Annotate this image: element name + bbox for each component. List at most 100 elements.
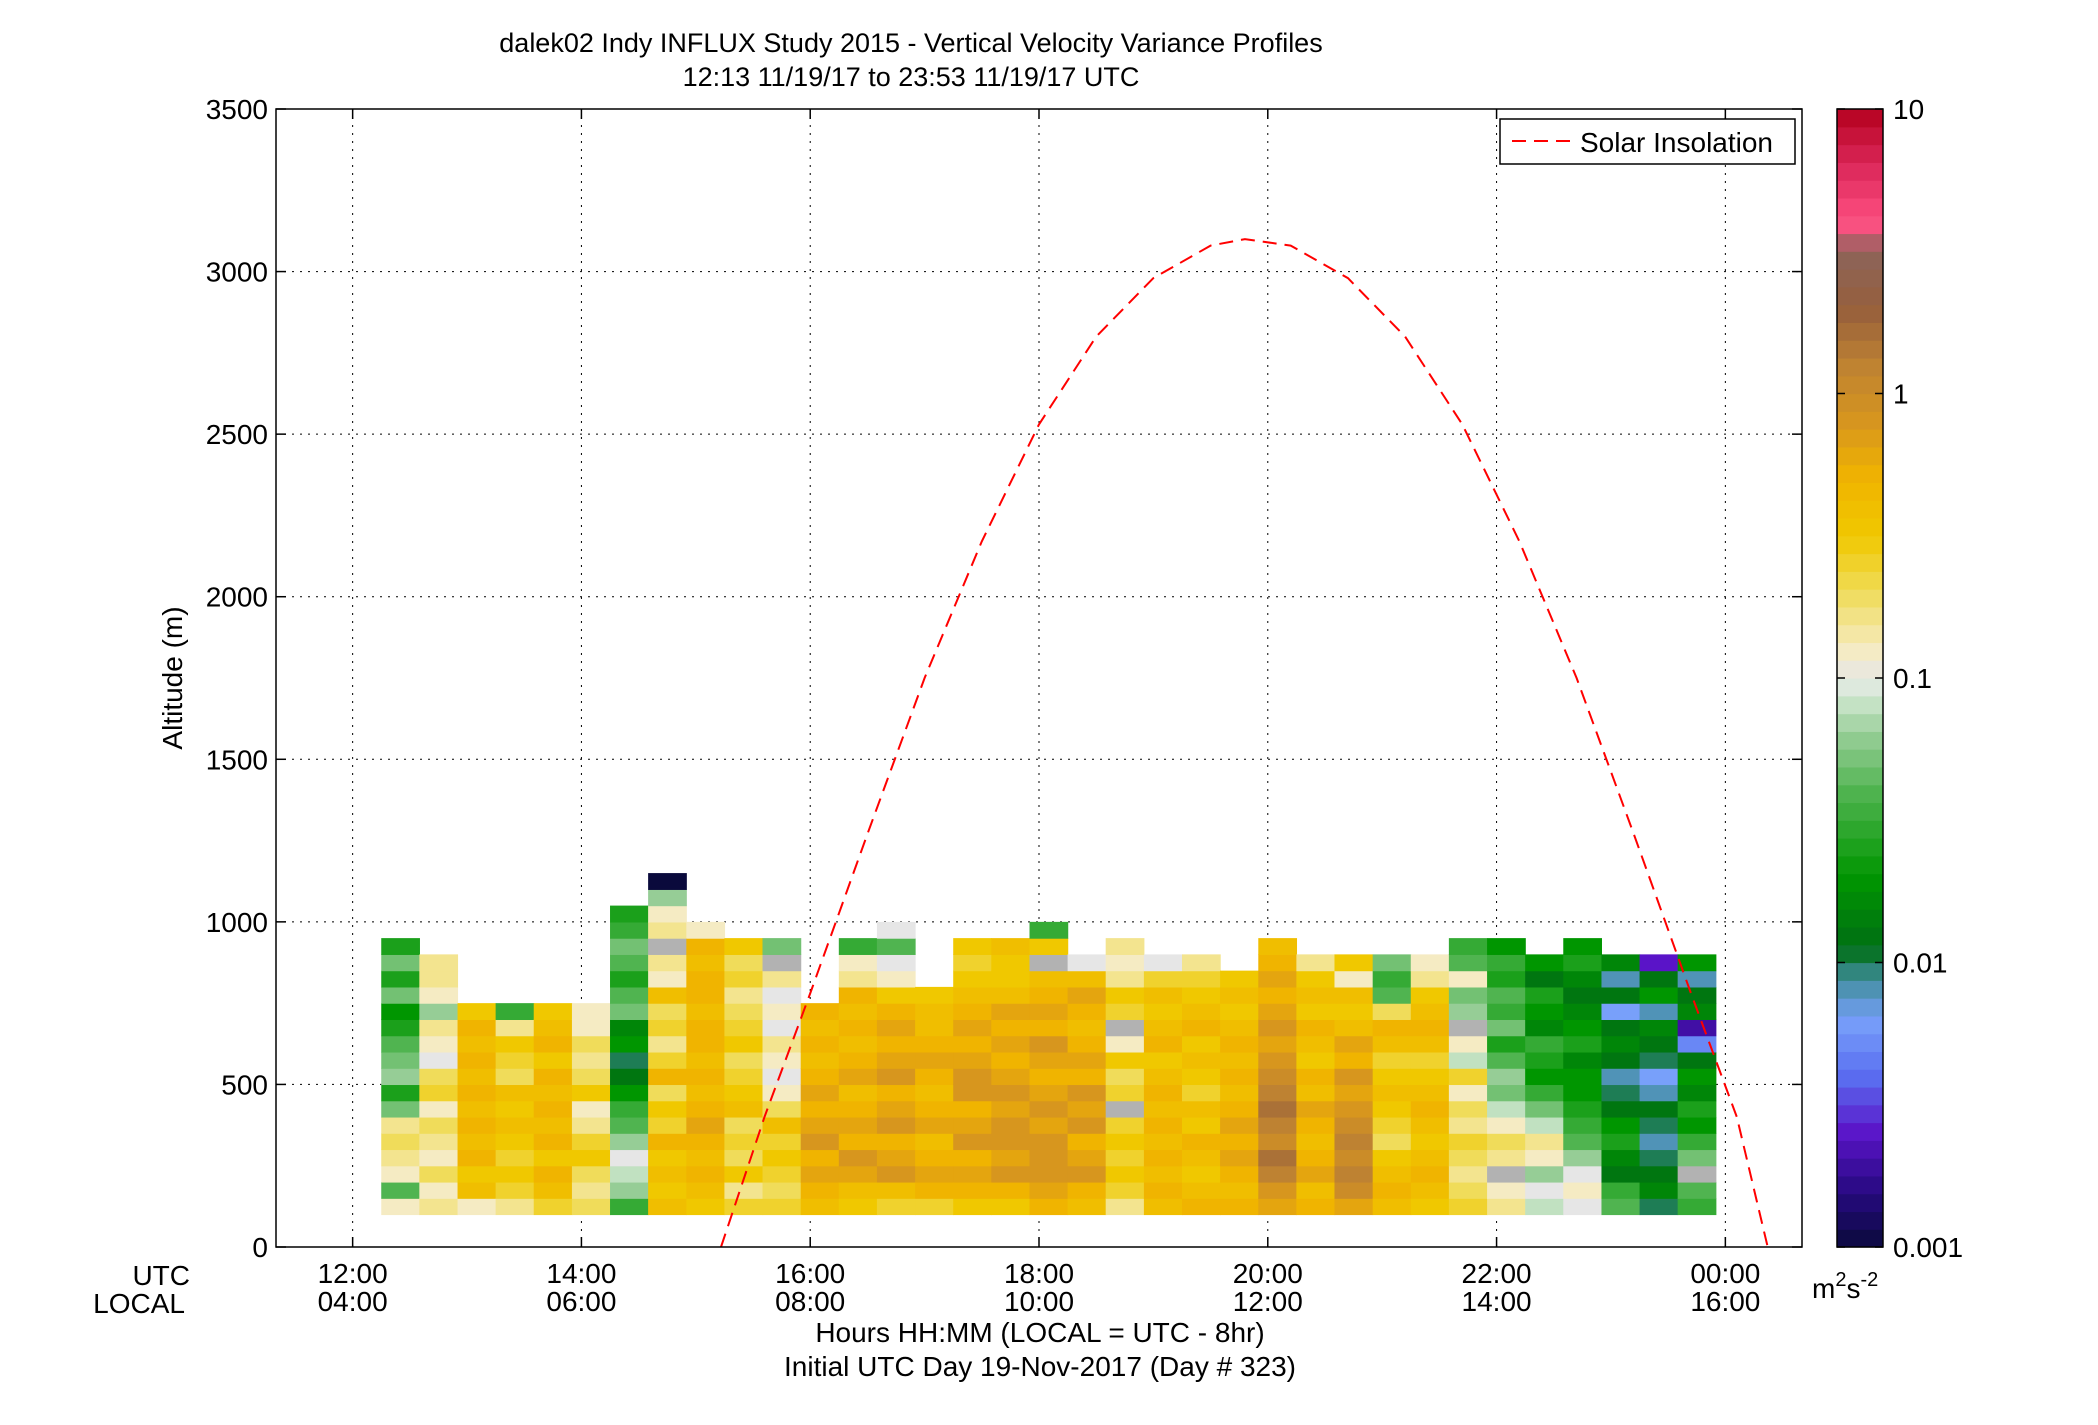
heatmap-cell — [1372, 1149, 1412, 1167]
heatmap-cell — [1067, 1084, 1107, 1102]
heatmap-cell — [381, 1035, 420, 1053]
heatmap-cell — [1334, 954, 1374, 972]
colorbar-tick-label: 0.01 — [1893, 948, 1948, 979]
heatmap-cell — [915, 1133, 954, 1151]
heatmap-cell — [876, 1084, 916, 1102]
heatmap-cell — [533, 1100, 573, 1118]
heatmap-cell — [800, 1133, 840, 1151]
heatmap-cell — [838, 1100, 878, 1118]
heatmap-cell — [1410, 1035, 1450, 1053]
heatmap-cell — [495, 1116, 535, 1134]
colorbar-segment — [1837, 340, 1883, 359]
heatmap-cell — [686, 1084, 726, 1102]
heatmap-cell — [457, 1198, 497, 1216]
heatmap-cell — [1105, 938, 1145, 955]
heatmap-cell — [1525, 1051, 1564, 1069]
heatmap-cell — [1372, 1198, 1412, 1216]
heatmap-cell — [419, 1084, 459, 1102]
heatmap-cell — [381, 1116, 420, 1134]
heatmap-cell — [381, 970, 420, 988]
heatmap-cell — [610, 1051, 649, 1069]
heatmap-cell — [419, 1181, 459, 1199]
heatmap-cell — [381, 1051, 420, 1069]
heatmap-cell — [1410, 1084, 1450, 1102]
heatmap-cell — [1334, 1149, 1374, 1167]
heatmap-cell — [381, 1165, 420, 1183]
heatmap-cell — [571, 1051, 611, 1069]
colorbar-segment — [1837, 1158, 1883, 1177]
heatmap-cell — [991, 1019, 1031, 1037]
heatmap-cell — [1296, 1003, 1336, 1020]
heatmap-cell — [1334, 1198, 1374, 1216]
heatmap-cell — [648, 905, 687, 923]
heatmap-cell — [1143, 1003, 1183, 1020]
heatmap-cell — [648, 970, 687, 988]
y-tick-label: 500 — [221, 1069, 268, 1100]
heatmap-cell — [724, 954, 764, 972]
heatmap-cell — [1448, 1051, 1488, 1069]
heatmap-cell — [915, 1165, 954, 1183]
heatmap-cell — [1563, 1165, 1602, 1183]
heatmap-cell — [381, 986, 420, 1004]
heatmap-cell — [762, 1100, 802, 1118]
heatmap-cell — [838, 1068, 878, 1086]
colorbar-segment — [1837, 429, 1883, 448]
heatmap-cell — [724, 1068, 764, 1086]
heatmap-cell — [724, 1149, 764, 1167]
heatmap-cell — [1105, 1019, 1145, 1037]
colorbar-segment — [1837, 411, 1883, 430]
heatmap-cell — [915, 1181, 954, 1199]
x-row-label-utc: UTC — [132, 1260, 190, 1291]
heatmap-cell — [1639, 1035, 1679, 1053]
heatmap-cell — [1639, 970, 1679, 988]
heatmap-cell — [686, 1149, 726, 1167]
heatmap-cell — [724, 1019, 764, 1037]
heatmap-cell — [1143, 970, 1183, 988]
colorbar-segment — [1837, 286, 1883, 306]
heatmap-cell — [457, 1133, 497, 1151]
heatmap-cell — [495, 1068, 535, 1086]
heatmap-cell — [724, 970, 764, 988]
heatmap-cell — [838, 1133, 878, 1151]
heatmap-cell — [419, 1198, 459, 1216]
heatmap-cell — [1258, 954, 1298, 972]
heatmap-cell — [1220, 986, 1259, 1004]
heatmap-cell — [1181, 1149, 1221, 1167]
heatmap-cell — [1029, 1116, 1069, 1134]
heatmap-cell — [915, 1003, 954, 1020]
heatmap-cell — [724, 986, 764, 1004]
heatmap-cell — [1105, 1084, 1145, 1102]
heatmap-cell — [686, 1068, 726, 1086]
heatmap-cell — [1220, 1149, 1259, 1167]
heatmap-cell — [1334, 1003, 1374, 1020]
heatmap-cell — [953, 1165, 992, 1183]
heatmap-cell — [991, 954, 1031, 972]
heatmap-cell — [1143, 1035, 1183, 1053]
heatmap-cell — [1220, 1035, 1259, 1053]
heatmap-cell — [1181, 1051, 1221, 1069]
heatmap-cell — [953, 1051, 992, 1069]
heatmap-cell — [1067, 1198, 1107, 1216]
x-tick-label-local: 08:00 — [775, 1286, 845, 1317]
heatmap-cell — [1563, 954, 1602, 972]
colorbar-segment — [1837, 962, 1883, 981]
heatmap-cell — [1105, 1149, 1145, 1167]
heatmap-cell — [381, 1198, 420, 1216]
colorbar-segment — [1837, 695, 1883, 715]
heatmap-cell — [800, 1181, 840, 1199]
heatmap-cell — [1487, 970, 1526, 988]
heatmap-cell — [457, 1181, 497, 1199]
heatmap-cell — [1448, 1100, 1488, 1118]
heatmap-cell — [876, 921, 916, 939]
heatmap-cell — [1487, 1133, 1526, 1151]
heatmap-cell — [533, 1165, 573, 1183]
heatmap-cell — [1258, 1181, 1298, 1199]
colorbar-segment — [1837, 678, 1883, 697]
heatmap-cell — [953, 1003, 992, 1020]
colorbar-segment — [1837, 393, 1883, 412]
heatmap-cell — [571, 1100, 611, 1118]
heatmap-cell — [1639, 1198, 1679, 1216]
heatmap-cell — [1372, 1068, 1412, 1086]
heatmap-cell — [1410, 1198, 1450, 1216]
